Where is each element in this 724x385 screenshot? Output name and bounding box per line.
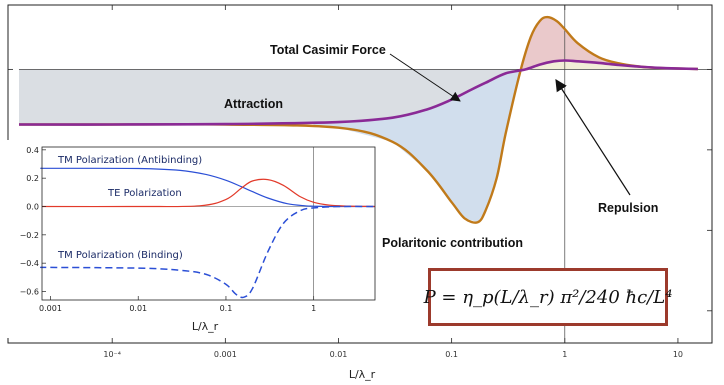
inset-y-tick-label: −0.4 [20,259,39,268]
series-total-casimir-force [18,59,698,126]
repulsion-region [522,17,698,70]
annotation-attraction: Attraction [224,97,283,111]
inset-label-tm-antibinding: TM Polarization (Antibinding) [57,155,202,166]
polaritonic-difference-region [313,17,698,222]
main-x-tick-label: 0.01 [330,350,348,359]
inset-x-axis-label: L/λ_r [192,320,219,333]
inset-y-tick-label: 0.2 [26,174,39,183]
arrow-total-force [389,53,461,102]
inset-label-tm-binding: TM Polarization (Binding) [57,250,183,261]
inset-frame [41,146,376,301]
inset-y-tick-label: −0.6 [20,288,39,297]
inset-x-tick-label: 0.1 [220,304,233,313]
inset-series-tm-binding [40,205,376,299]
annotation-polaritonic-contribution: Polaritonic contribution [382,236,523,250]
inset-x-tick-label: 1 [311,304,316,313]
series-polaritonic-contribution [19,15,698,224]
inset-curves [40,167,376,299]
attraction-region [19,64,540,125]
formula-box: P = η_p(L/λ_r) π²/240 ħc/L⁴ [424,268,672,326]
annotation-total-casimir-force: Total Casimir Force [270,43,386,57]
main-axis-ticks: 10⁻⁴ 0.001 0.01 0.1 1 10 0.0 −0.2 −0.4 −0.6 [8,5,712,359]
inset-series-tm-antibinding [40,167,375,208]
main-x-tick-label: 1 [562,350,567,359]
main-x-tick-label: 0.1 [445,350,458,359]
inset-background [0,140,380,338]
main-x-tick-label: 10 [673,350,683,359]
main-curves [18,15,698,224]
annotation-repulsion: Repulsion [598,201,658,215]
main-x-axis-label: L/λ_r [349,368,376,381]
inset-label-te-polarization: TE Polarization [107,188,182,199]
main-x-tick-label: 0.001 [214,350,237,359]
inset-y-tick-label: 0.0 [26,203,39,212]
inset-y-tick-label: −0.2 [20,231,39,240]
inset-x-tick-label: 0.001 [39,304,62,313]
main-x-tick-label: 10⁻⁴ [103,350,121,359]
inset-axis-ticks: 0.001 0.01 0.1 1 0.4 0.2 0.0 −0.2 −0.4 −0.6 [20,146,317,313]
arrow-repulsion [555,78,631,196]
inset-plot: 0.001 0.01 0.1 1 0.4 0.2 0.0 −0.2 −0.4 −0.6 TM Po… [0,140,380,338]
inset-y-tick-label: 0.4 [26,146,39,155]
inset-x-tick-label: 0.01 [129,304,147,313]
inset-series-te-polarization [41,178,376,208]
